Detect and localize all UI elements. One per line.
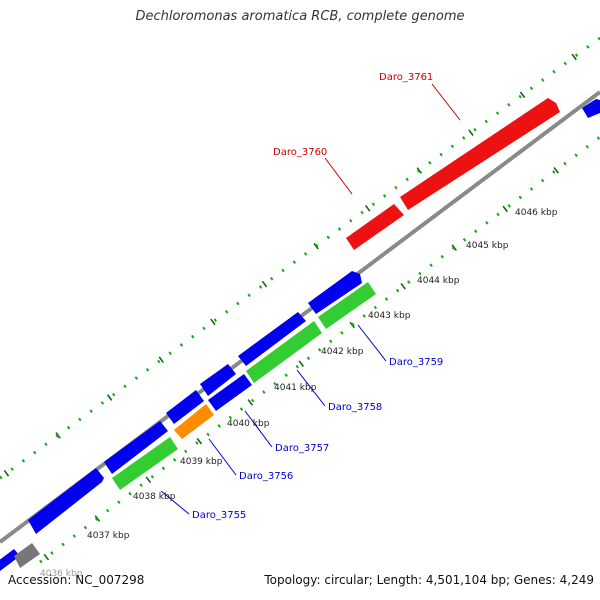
reverse-strand-features xyxy=(112,282,376,490)
scale-label: 4041 kbp xyxy=(274,383,317,393)
outer-major-tick xyxy=(210,318,216,326)
scale-label: 4043 kbp xyxy=(368,311,411,321)
leader-3759 xyxy=(357,324,387,362)
cds-daro-3756 xyxy=(174,404,214,439)
scale-label: 4038 kbp xyxy=(133,492,176,502)
inner-major-tick xyxy=(145,476,152,484)
scale-label: 4037 kbp xyxy=(87,531,130,541)
cds-daro-3761 xyxy=(400,98,560,210)
cds-forward-7 xyxy=(308,271,362,314)
cds-daro-3758 xyxy=(246,321,322,383)
inner-major-tick xyxy=(196,437,203,445)
gene-label-daro-3761: Daro_3761 xyxy=(379,72,433,83)
scale-label: 4040 kbp xyxy=(227,419,270,429)
inner-major-tick xyxy=(247,399,254,406)
outer-dotted-track xyxy=(0,36,600,480)
cds-daro-3757 xyxy=(208,374,252,411)
cds-forward-5 xyxy=(200,364,236,396)
scale-label: 4039 kbp xyxy=(180,457,223,467)
cds-forward-3 xyxy=(104,421,168,474)
scale-label: 4046 kbp xyxy=(515,208,558,218)
cds-daro-3759 xyxy=(318,282,376,329)
red-features xyxy=(346,98,560,250)
outer-major-tick xyxy=(468,129,474,136)
outer-major-tick xyxy=(519,91,526,99)
inner-major-tick xyxy=(349,321,356,329)
inner-dots xyxy=(39,135,600,564)
leader-3757 xyxy=(244,410,273,448)
leader-lines xyxy=(160,83,461,515)
cds-daro-3755 xyxy=(112,437,178,490)
leader-3755 xyxy=(160,490,190,515)
gene-label-daro-3757: Daro_3757 xyxy=(275,443,329,454)
gene-label-daro-3759: Daro_3759 xyxy=(389,357,443,368)
scale-label: 4042 kbp xyxy=(321,347,364,357)
accession-text: Accession: NC_007298 xyxy=(8,573,145,587)
gene-label-daro-3756: Daro_3756 xyxy=(239,471,293,482)
inner-major-tick xyxy=(298,360,305,367)
cds-forward-6 xyxy=(238,312,306,366)
inner-major-tick xyxy=(400,283,406,290)
forward-strand-features xyxy=(0,99,600,571)
gene-labels: Daro_3755 Daro_3756 Daro_3757 Daro_3758 … xyxy=(192,72,443,521)
outer-major-tick xyxy=(571,53,577,61)
outer-major-tick xyxy=(365,205,371,212)
cds-gray xyxy=(14,543,40,568)
inner-major-tick xyxy=(43,553,50,561)
gene-label-daro-3755: Daro_3755 xyxy=(192,510,246,521)
outer-major-tick xyxy=(106,394,113,401)
scale-label: 4044 kbp xyxy=(417,276,460,286)
cds-forward-1 xyxy=(0,549,20,571)
inner-major-tick xyxy=(553,166,559,174)
outer-major-tick xyxy=(158,356,164,364)
gene-label-daro-3758: Daro_3758 xyxy=(328,402,382,413)
outer-dots xyxy=(0,36,600,480)
inner-major-tick xyxy=(502,205,508,213)
inner-dotted-track xyxy=(39,135,600,564)
cds-forward-8 xyxy=(582,99,600,118)
leader-3758 xyxy=(296,369,326,407)
outer-major-tick xyxy=(261,280,268,288)
cds-forward-2 xyxy=(28,468,104,534)
genome-summary-text: Topology: circular; Length: 4,501,104 bp… xyxy=(264,573,594,587)
cds-daro-3760 xyxy=(346,204,404,250)
gene-label-daro-3760: Daro_3760 xyxy=(273,147,327,158)
scale-label: 4045 kbp xyxy=(466,241,509,251)
map-title: Dechloromonas aromatica RCB, complete ge… xyxy=(135,9,465,24)
scale-labels: 4037 kbp 4038 kbp 4039 kbp 4040 kbp 4041… xyxy=(40,208,558,579)
leader-3756 xyxy=(208,438,237,476)
leader-3760 xyxy=(324,157,353,195)
outer-major-tick xyxy=(416,167,423,174)
leader-3761 xyxy=(431,83,461,121)
outer-major-tick xyxy=(3,469,10,477)
cut-scale-label: 4036 kbp xyxy=(40,569,83,579)
cds-forward-4 xyxy=(166,390,204,424)
